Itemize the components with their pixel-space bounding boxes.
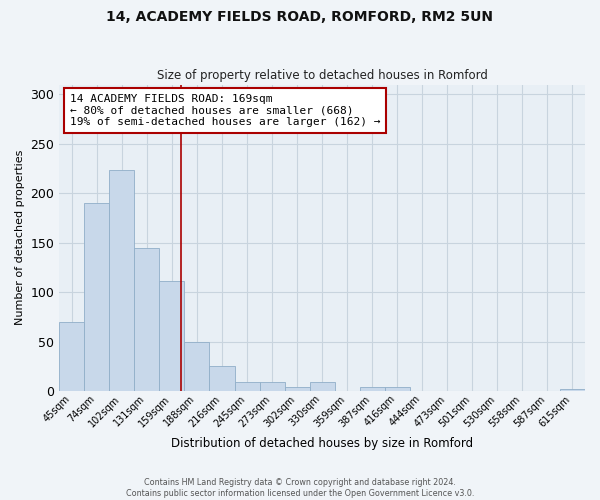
- Bar: [59, 322, 85, 391]
- Title: Size of property relative to detached houses in Romford: Size of property relative to detached ho…: [157, 69, 488, 82]
- Bar: [184, 342, 209, 391]
- Bar: [85, 203, 109, 391]
- Bar: [235, 382, 260, 391]
- Text: Contains HM Land Registry data © Crown copyright and database right 2024.
Contai: Contains HM Land Registry data © Crown c…: [126, 478, 474, 498]
- Bar: [359, 387, 385, 391]
- Bar: [209, 366, 235, 391]
- Bar: [310, 382, 335, 391]
- Bar: [134, 248, 160, 391]
- Bar: [284, 387, 310, 391]
- Bar: [109, 170, 134, 391]
- Bar: [260, 382, 284, 391]
- Bar: [160, 282, 184, 391]
- Bar: [560, 389, 585, 391]
- Y-axis label: Number of detached properties: Number of detached properties: [15, 150, 25, 326]
- X-axis label: Distribution of detached houses by size in Romford: Distribution of detached houses by size …: [171, 437, 473, 450]
- Bar: [385, 387, 410, 391]
- Text: 14, ACADEMY FIELDS ROAD, ROMFORD, RM2 5UN: 14, ACADEMY FIELDS ROAD, ROMFORD, RM2 5U…: [107, 10, 493, 24]
- Text: 14 ACADEMY FIELDS ROAD: 169sqm
← 80% of detached houses are smaller (668)
19% of: 14 ACADEMY FIELDS ROAD: 169sqm ← 80% of …: [70, 94, 380, 127]
